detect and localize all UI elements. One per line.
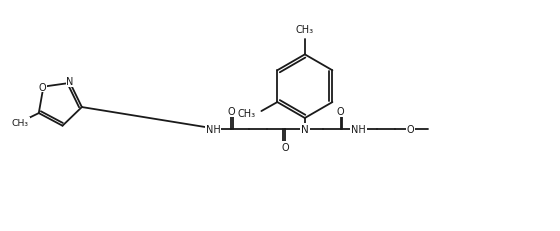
Text: O: O [39, 82, 46, 92]
Text: N: N [301, 124, 309, 134]
Text: CH₃: CH₃ [296, 25, 314, 35]
Text: O: O [337, 106, 344, 116]
Text: N: N [67, 77, 74, 87]
Text: CH₃: CH₃ [12, 118, 29, 127]
Text: NH: NH [351, 124, 366, 134]
Text: CH₃: CH₃ [238, 108, 256, 118]
Text: O: O [407, 124, 414, 134]
Text: NH: NH [206, 124, 220, 134]
Text: O: O [227, 106, 235, 116]
Text: O: O [281, 142, 289, 152]
